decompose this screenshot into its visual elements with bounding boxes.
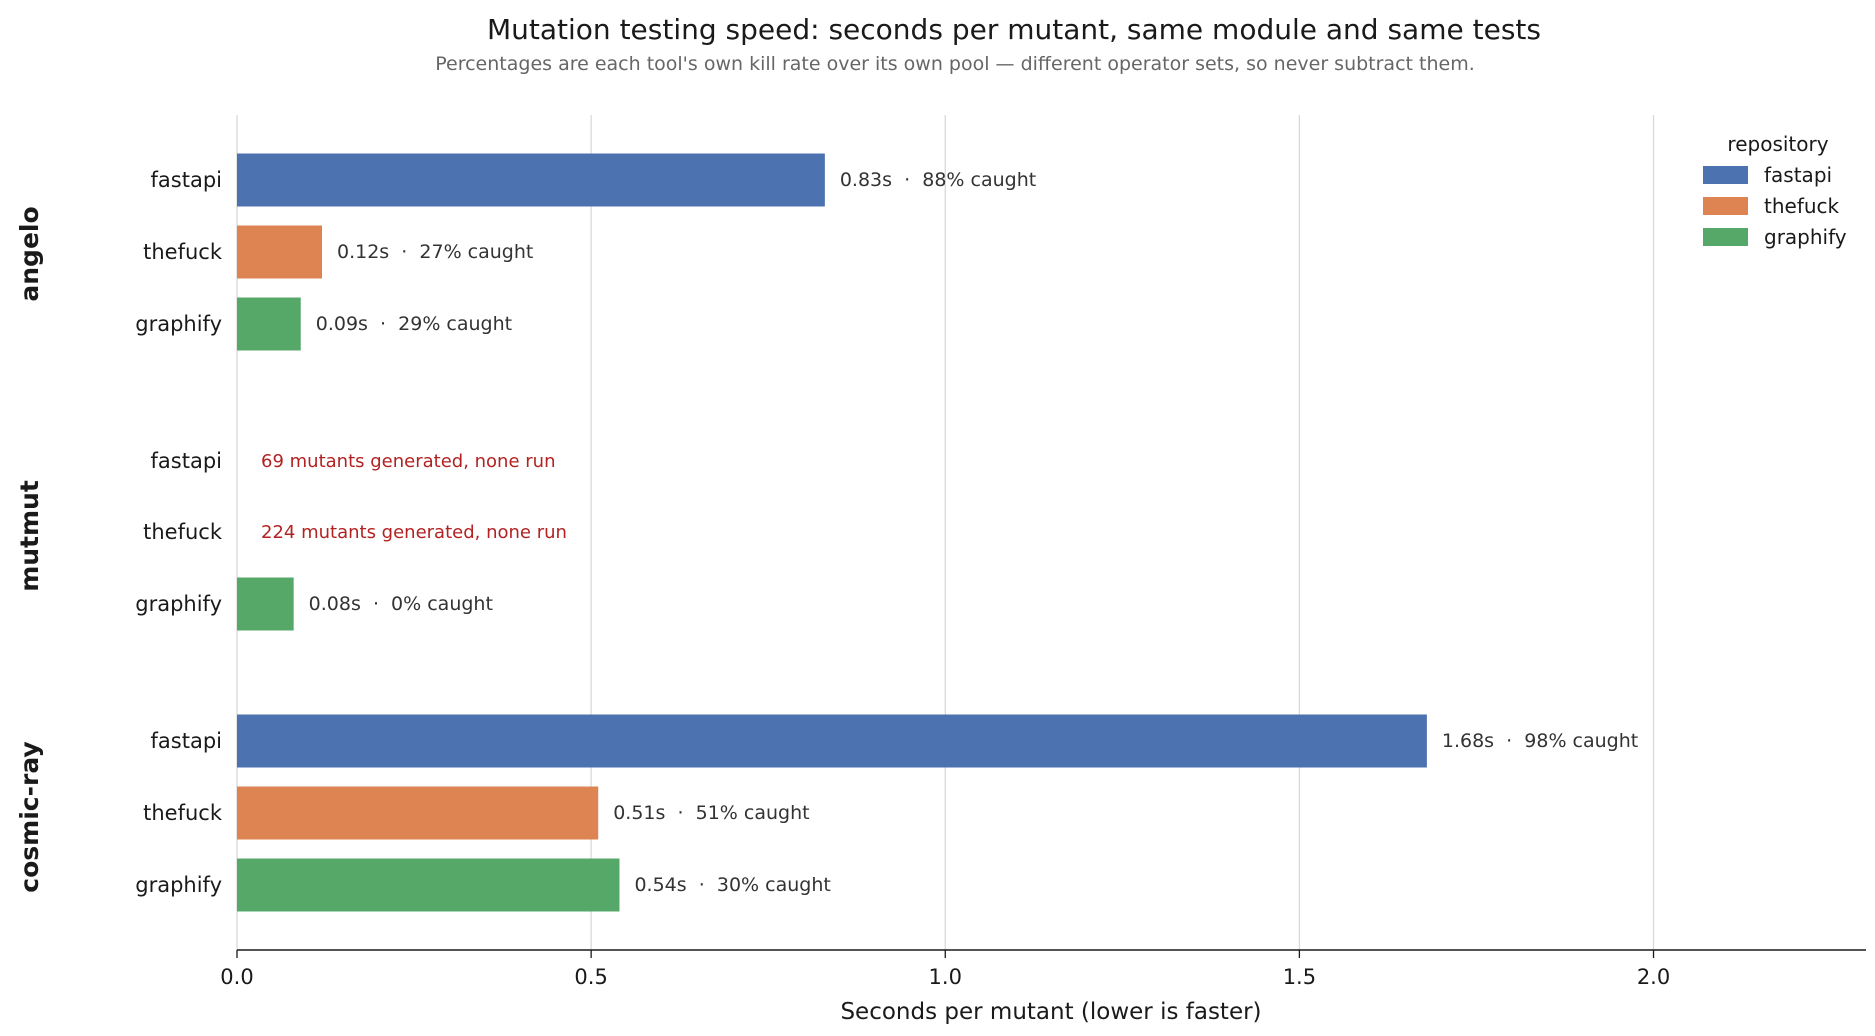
x-tick-label: 2.0 <box>1637 965 1670 989</box>
legend-swatch-fastapi <box>1703 166 1748 184</box>
category-label: thefuck <box>143 240 223 264</box>
bar-angelo-fastapi <box>237 153 825 207</box>
category-label: fastapi <box>151 449 222 473</box>
bar-value-label: 1.68s · 98% caught <box>1442 730 1638 752</box>
no-run-note: 224 mutants generated, none run <box>261 522 567 543</box>
bar-cosmic-ray-graphify <box>237 858 620 912</box>
legend: repository fastapi thefuck graphify <box>1703 132 1847 249</box>
bar-value-label: 0.83s · 88% caught <box>840 169 1036 191</box>
chart-title: Mutation testing speed: seconds per muta… <box>487 13 1541 46</box>
x-axis-title: Seconds per mutant (lower is faster) <box>840 999 1261 1025</box>
legend-swatch-thefuck <box>1703 197 1748 215</box>
bar-value-label: 0.12s · 27% caught <box>337 241 533 263</box>
bar-angelo-graphify <box>237 297 301 351</box>
bar-value-label: 0.09s · 29% caught <box>316 313 512 335</box>
bar-value-label: 0.08s · 0% caught <box>309 593 493 615</box>
category-labels: fastapi thefuck graphify fastapi thefuck grap… <box>135 168 223 897</box>
category-label: fastapi <box>151 729 222 753</box>
category-label: graphify <box>135 873 222 897</box>
category-label: thefuck <box>143 801 223 825</box>
legend-title: repository <box>1727 132 1828 156</box>
group-labels: angelo mutmut cosmic-ray <box>15 206 44 892</box>
group-label-angelo: angelo <box>15 206 44 301</box>
bar-cosmic-ray-fastapi <box>237 714 1427 768</box>
bar-cosmic-ray-thefuck <box>237 786 599 840</box>
x-axis: 0.0 0.5 1.0 1.5 2.0 <box>220 949 1866 989</box>
x-tick-label: 1.5 <box>1283 965 1316 989</box>
legend-label-fastapi: fastapi <box>1764 163 1832 187</box>
bar-mutmut-graphify <box>237 577 294 631</box>
x-tick-label: 0.0 <box>220 965 253 989</box>
legend-swatch-graphify <box>1703 228 1748 246</box>
x-tick-label: 0.5 <box>574 965 607 989</box>
legend-label-graphify: graphify <box>1764 225 1847 249</box>
x-tick-label: 1.0 <box>929 965 962 989</box>
no-run-note: 69 mutants generated, none run <box>261 451 555 472</box>
bar-value-label: 0.54s · 30% caught <box>634 874 830 896</box>
group-label-mutmut: mutmut <box>15 480 44 592</box>
legend-label-thefuck: thefuck <box>1764 194 1840 218</box>
chart-subtitle: Percentages are each tool's own kill rat… <box>435 53 1475 75</box>
bar-angelo-thefuck <box>237 225 322 279</box>
bars <box>237 153 1427 912</box>
bar-value-label: 0.51s · 51% caught <box>613 802 809 824</box>
group-label-cosmic-ray: cosmic-ray <box>15 741 44 892</box>
category-label: graphify <box>135 592 222 616</box>
category-label: graphify <box>135 312 222 336</box>
bar-value-labels: 0.83s · 88% caught 0.12s · 27% caught 0.09… <box>261 169 1638 896</box>
category-label: fastapi <box>151 168 222 192</box>
category-label: thefuck <box>143 520 223 544</box>
